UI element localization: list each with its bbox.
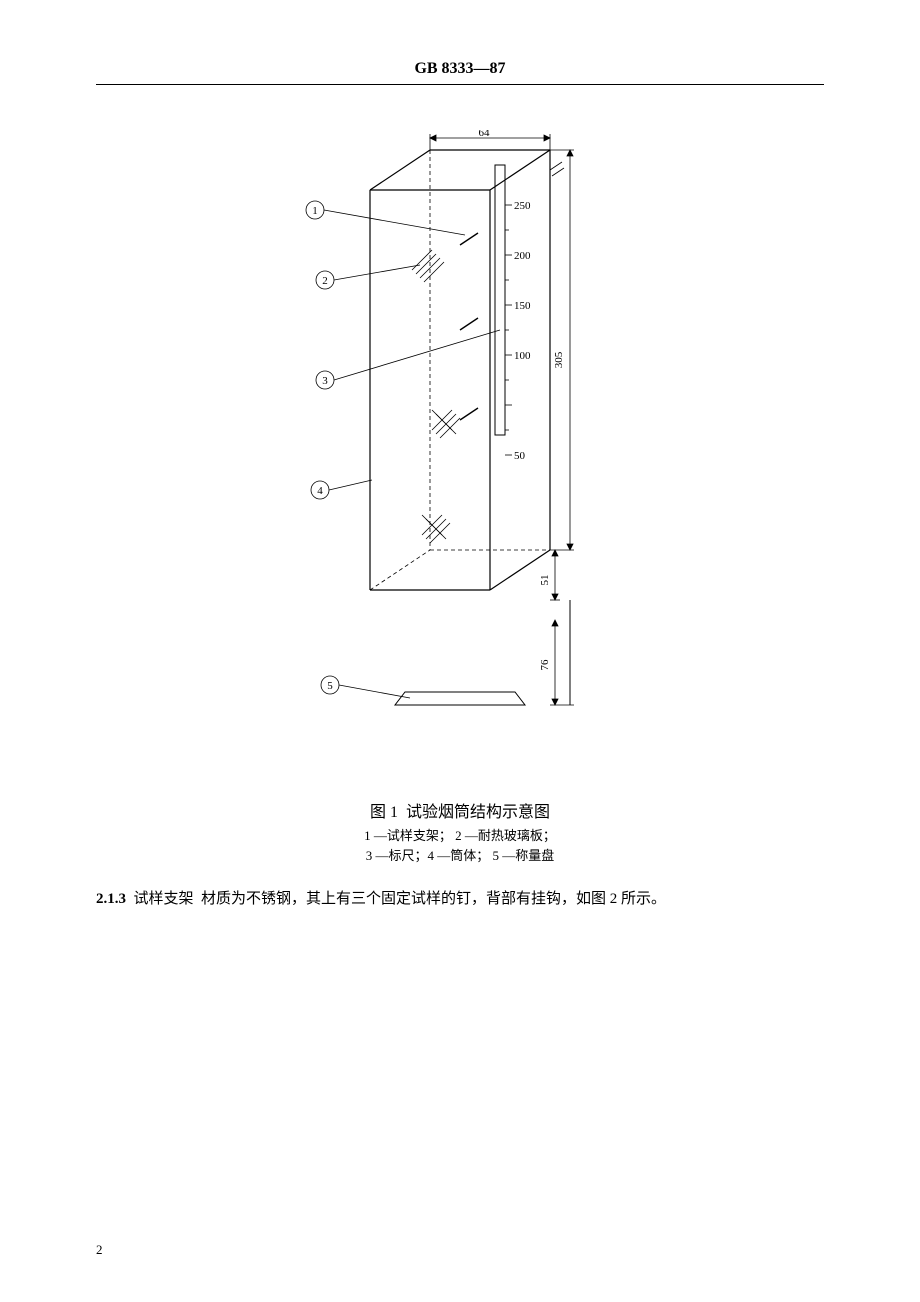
- section-label: 试样支架: [134, 891, 194, 907]
- callout-2: 2: [322, 275, 328, 287]
- section-number: 2.1.3: [96, 891, 126, 907]
- chimney-svg: 250 200 150 100 50 64: [300, 130, 610, 750]
- figure-caption: 图 1 试验烟筒结构示意图 1 —试样支架； 2 —耐热玻璃板； 3 —标尺；4…: [0, 800, 920, 867]
- ruler-tick-100: 100: [514, 350, 531, 362]
- caption-legend-2: 3 —标尺；4 —筒体； 5 —称量盘: [0, 846, 920, 867]
- callout-4: 4: [317, 485, 323, 497]
- section-text: 材质为不锈钢，其上有三个固定试样的钉，背部有挂钩，如图 2 所示。: [201, 891, 666, 907]
- ruler-tick-50: 50: [514, 450, 526, 462]
- dim-gap-51: 51: [539, 575, 551, 586]
- ruler-tick-200: 200: [514, 250, 531, 262]
- caption-title-text: 试验烟筒结构示意图: [406, 804, 550, 821]
- callout-1: 1: [312, 205, 318, 217]
- ruler-tick-150: 150: [514, 300, 531, 312]
- page-header-code: GB 8333—87: [96, 60, 824, 85]
- dim-top-width: 64: [479, 130, 491, 139]
- page-number: 2: [96, 1242, 103, 1258]
- dim-height-305: 305: [553, 351, 565, 368]
- callout-5: 5: [327, 680, 333, 692]
- section-2-1-3: 2.1.3 试样支架 材质为不锈钢，其上有三个固定试样的钉，背部有挂钩，如图 2…: [96, 888, 824, 911]
- caption-legend-1: 1 —试样支架； 2 —耐热玻璃板；: [0, 826, 920, 847]
- ruler-tick-250: 250: [514, 200, 531, 212]
- caption-prefix: 图 1: [370, 804, 398, 821]
- callout-3: 3: [322, 375, 328, 387]
- dim-stand-76: 76: [539, 659, 551, 671]
- figure-chimney-diagram: 250 200 150 100 50 64: [300, 130, 610, 750]
